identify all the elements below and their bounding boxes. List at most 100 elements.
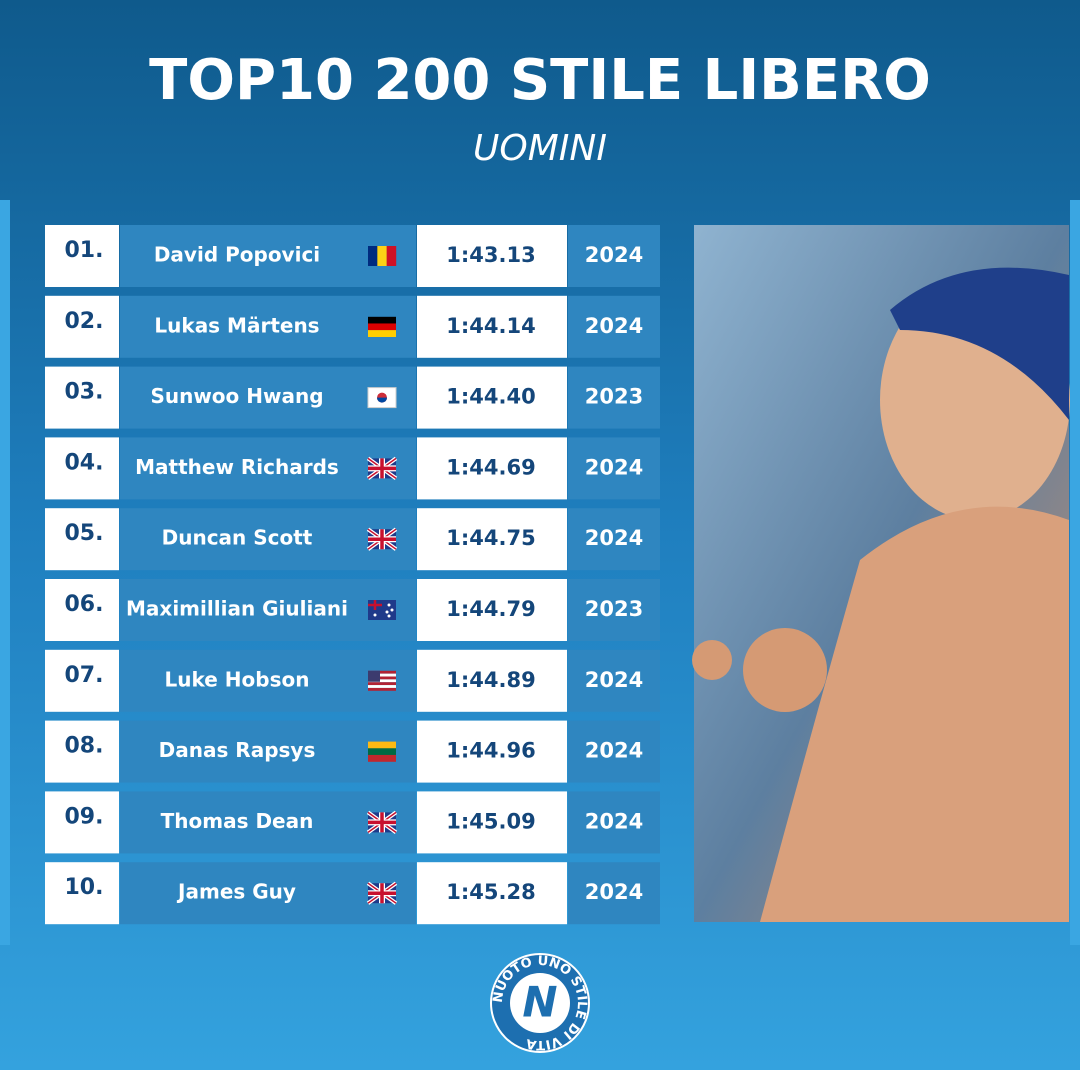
swimmer-name: Sunwoo Hwang bbox=[150, 384, 323, 408]
subtitle: UOMINI bbox=[473, 128, 607, 169]
year-cell bbox=[568, 720, 660, 783]
rank: 07. bbox=[65, 663, 104, 688]
swimmer-name: David Popovici bbox=[154, 243, 320, 267]
time-cell bbox=[417, 508, 567, 571]
name-cell bbox=[120, 791, 416, 854]
time: 1:43.13 bbox=[446, 243, 535, 267]
table-row: 02. Lukas Märtens 1:44.14 2024 bbox=[45, 295, 660, 358]
table-row: 01. David Popovici 1:43.13 2024 bbox=[45, 225, 660, 287]
name-cell bbox=[120, 720, 416, 783]
table-row: 06. Maximillian Giuliani 1:44.79 2023 bbox=[45, 579, 660, 641]
rank-cell bbox=[45, 295, 119, 358]
rank: 02. bbox=[65, 309, 104, 334]
flag-stripe bbox=[368, 670, 396, 674]
flag-cross bbox=[368, 883, 396, 904]
year-cell bbox=[568, 366, 660, 429]
year: 2024 bbox=[585, 314, 643, 338]
year: 2024 bbox=[585, 668, 643, 692]
time-cell bbox=[417, 295, 567, 358]
flag-stripe bbox=[368, 330, 396, 337]
flag-stripe bbox=[377, 246, 387, 266]
time: 1:44.79 bbox=[446, 597, 535, 621]
year-cell bbox=[568, 649, 660, 712]
table-row: 04. Matthew Richards 1:44.69 2024 bbox=[45, 437, 660, 500]
flag-star bbox=[385, 610, 389, 614]
name-cell bbox=[120, 225, 416, 287]
flag-stripe bbox=[386, 246, 397, 266]
rank: 04. bbox=[65, 450, 104, 475]
table-row: 07. Luke Hobson 1:44.89 2024 bbox=[45, 649, 660, 712]
swimmer-name: Duncan Scott bbox=[162, 526, 313, 550]
name-cell bbox=[120, 437, 416, 500]
year-cell bbox=[568, 862, 660, 925]
year: 2023 bbox=[585, 597, 643, 621]
rank-cell bbox=[45, 720, 119, 783]
table-row: 05. Duncan Scott 1:44.75 2024 bbox=[45, 508, 660, 571]
flag bbox=[366, 810, 398, 835]
photo bbox=[692, 225, 1070, 922]
year: 2024 bbox=[585, 455, 643, 479]
flag-canton bbox=[368, 670, 380, 682]
name-cell bbox=[120, 649, 416, 712]
swimmer-name: Danas Rapsys bbox=[159, 738, 316, 762]
flag-stripe bbox=[368, 676, 396, 680]
year: 2024 bbox=[585, 880, 643, 904]
rank-cell bbox=[45, 366, 119, 429]
flag-stripe bbox=[368, 741, 396, 749]
name-cell bbox=[120, 579, 416, 641]
flag-star bbox=[373, 613, 377, 617]
year: 2024 bbox=[585, 809, 643, 833]
title: TOP10 200 STILE LIBERO bbox=[149, 48, 931, 113]
name-cell bbox=[120, 295, 416, 358]
flag-cross bbox=[368, 812, 396, 833]
time: 1:44.89 bbox=[446, 668, 535, 692]
rank-cell bbox=[45, 225, 119, 287]
flag bbox=[368, 670, 396, 691]
flag-stripe bbox=[368, 323, 396, 331]
year: 2023 bbox=[585, 385, 643, 409]
rank-cell bbox=[45, 791, 119, 854]
time-cell bbox=[417, 225, 567, 287]
year-cell bbox=[568, 579, 660, 641]
time: 1:45.09 bbox=[446, 809, 535, 833]
flag-stripe bbox=[368, 687, 396, 691]
swimmer-name: Lukas Märtens bbox=[154, 313, 319, 337]
rank: 10. bbox=[65, 875, 104, 900]
name-cell bbox=[120, 862, 416, 925]
flag-cross bbox=[368, 458, 396, 479]
time: 1:44.75 bbox=[446, 526, 535, 550]
year-cell bbox=[568, 508, 660, 571]
rank: 01. bbox=[65, 238, 104, 263]
time-cell bbox=[417, 720, 567, 783]
flag bbox=[366, 881, 398, 905]
swimmer-name: James Guy bbox=[176, 880, 296, 904]
time-cell bbox=[417, 649, 567, 712]
table-row: 03. Sunwoo Hwang 1:44.40 2023 bbox=[45, 366, 660, 429]
year: 2024 bbox=[585, 739, 643, 763]
flag bbox=[366, 456, 398, 481]
flag-star bbox=[387, 614, 391, 618]
swimmer-name: Matthew Richards bbox=[135, 455, 339, 479]
name-cell bbox=[120, 366, 416, 429]
flag-cross bbox=[368, 600, 382, 610]
flag-stripe bbox=[368, 754, 396, 762]
flag-stripe bbox=[368, 246, 378, 266]
rank-cell bbox=[45, 649, 119, 712]
rank: 03. bbox=[65, 380, 104, 405]
flag bbox=[368, 741, 396, 762]
flag bbox=[367, 387, 397, 409]
flag-stripe bbox=[368, 673, 396, 677]
time-cell bbox=[417, 366, 567, 429]
time: 1:44.40 bbox=[446, 385, 535, 409]
rank: 08. bbox=[65, 734, 104, 759]
side-stripe bbox=[0, 200, 10, 945]
time: 1:44.69 bbox=[446, 455, 535, 479]
rank-cell bbox=[45, 862, 119, 925]
rank-cell bbox=[45, 508, 119, 571]
rank-cell bbox=[45, 437, 119, 500]
time: 1:44.96 bbox=[446, 739, 535, 763]
flag-star bbox=[390, 608, 394, 612]
flag-star bbox=[387, 603, 391, 607]
side-stripe bbox=[1070, 200, 1080, 945]
